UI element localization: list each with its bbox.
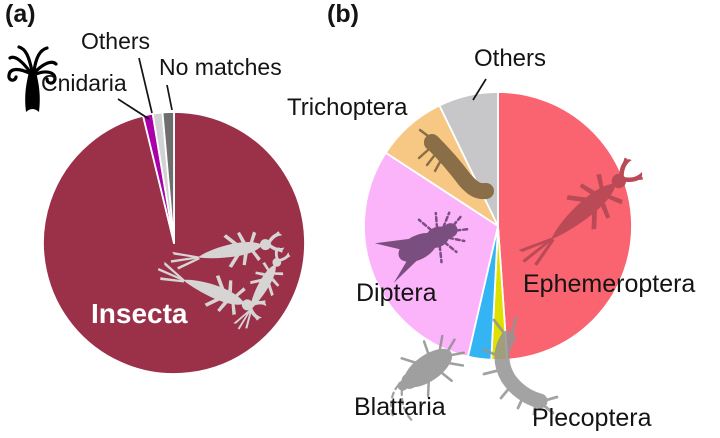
leader-lines: [117, 57, 487, 120]
cockroach-icon: [390, 334, 465, 423]
cnidaria-leader-line: [117, 98, 150, 120]
label-a-insecta: Insecta: [91, 298, 188, 329]
label-a-cnidaria: Cnidaria: [41, 70, 127, 96]
label-b-others: Others: [474, 45, 547, 72]
pie-chart-a: [42, 111, 306, 375]
label-b-trichoptera: Trichoptera: [287, 94, 408, 121]
stonefly-icon: [482, 316, 559, 416]
others-b-leader-line: [472, 78, 487, 101]
panel-b-tag: (b): [327, 0, 359, 28]
label-a-others: Others: [81, 28, 151, 54]
cockroach-antennae: [390, 383, 414, 423]
hydra-tentacles: [7, 45, 58, 85]
label-b-plecoptera: Plecoptera: [532, 404, 652, 432]
pie-slice-no-matches: [161, 111, 175, 244]
no-matches-leader-line: [166, 84, 173, 111]
others-a-leader-line: [138, 57, 153, 114]
hydra-icon: [7, 45, 58, 112]
label-b-ephemeroptera: Ephemeroptera: [523, 270, 696, 298]
label-a-no-matches: No matches: [159, 54, 282, 80]
label-b-blattaria: Blattaria: [354, 393, 446, 421]
label-b-diptera: Diptera: [356, 279, 437, 307]
panel-a-tag: (a): [5, 0, 36, 28]
caddisfly-larva-icon: [417, 128, 494, 200]
fly-icon: [374, 211, 469, 284]
